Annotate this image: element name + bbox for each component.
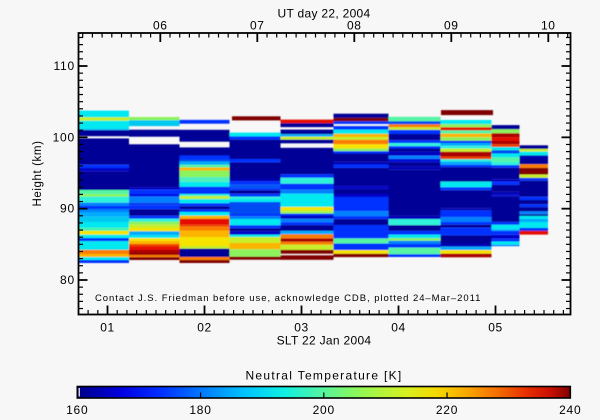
svg-text:UT day 22, 2004: UT day 22, 2004 xyxy=(277,7,370,21)
svg-text:Contact J.S. Friedman before u: Contact J.S. Friedman before use, acknow… xyxy=(95,293,481,304)
svg-text:160: 160 xyxy=(66,403,88,417)
svg-text:07: 07 xyxy=(250,19,265,33)
svg-text:240: 240 xyxy=(559,403,581,417)
svg-text:05: 05 xyxy=(488,320,503,334)
svg-text:09: 09 xyxy=(444,19,459,33)
svg-text:200: 200 xyxy=(313,403,335,417)
svg-text:90: 90 xyxy=(60,202,75,216)
svg-text:06: 06 xyxy=(153,19,168,33)
svg-text:08: 08 xyxy=(347,19,362,33)
svg-text:03: 03 xyxy=(294,320,309,334)
svg-text:Height (km): Height (km) xyxy=(32,140,44,206)
svg-text:180: 180 xyxy=(189,403,211,417)
svg-text:10: 10 xyxy=(541,19,556,33)
svg-text:SLT 22 Jan 2004: SLT 22 Jan 2004 xyxy=(277,334,372,348)
svg-text:04: 04 xyxy=(391,320,406,334)
svg-text:100: 100 xyxy=(53,130,75,144)
svg-text:110: 110 xyxy=(53,59,75,73)
svg-text:220: 220 xyxy=(436,403,458,417)
svg-text:80: 80 xyxy=(60,273,75,287)
svg-text:02: 02 xyxy=(197,320,212,334)
svg-text:01: 01 xyxy=(100,320,115,334)
svg-text:Neutral Temperature [K]: Neutral Temperature [K] xyxy=(245,369,402,383)
